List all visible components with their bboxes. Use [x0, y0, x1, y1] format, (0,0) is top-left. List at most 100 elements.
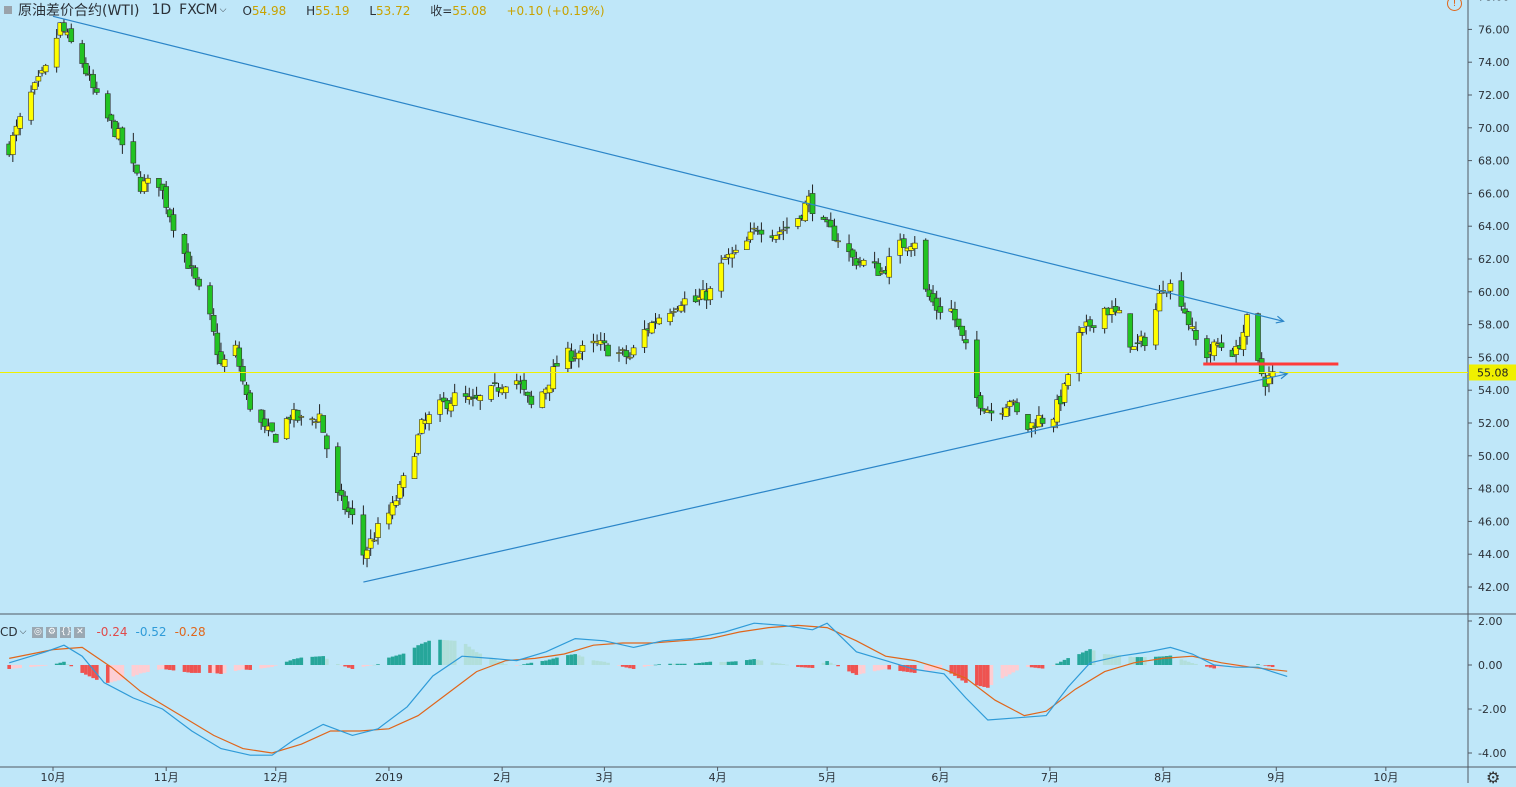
bull-candle[interactable]	[733, 249, 739, 253]
bear-candle[interactable]	[1112, 306, 1119, 313]
bull-candle[interactable]	[1050, 418, 1057, 428]
bear-candle[interactable]	[1185, 311, 1192, 326]
bull-candle[interactable]	[386, 512, 392, 525]
bear-candle[interactable]	[922, 239, 929, 290]
dropdown-chevron-icon[interactable]: ⌵	[219, 5, 227, 15]
bull-candle[interactable]	[419, 419, 425, 434]
bear-candle[interactable]	[827, 219, 834, 228]
bear-candle[interactable]	[218, 351, 224, 364]
bear-candle[interactable]	[130, 141, 137, 164]
bull-candle[interactable]	[42, 65, 49, 73]
macd-name[interactable]: CD	[0, 625, 18, 639]
bear-candle[interactable]	[846, 243, 852, 253]
bear-candle[interactable]	[1090, 325, 1097, 328]
exchange-label[interactable]: FXCM	[179, 2, 218, 18]
close-icon[interactable]: ✕	[74, 626, 86, 638]
bull-candle[interactable]	[400, 475, 407, 488]
bull-candle[interactable]	[911, 242, 918, 249]
bear-candle[interactable]	[1204, 338, 1210, 359]
bull-candle[interactable]	[1076, 332, 1082, 374]
bull-candle[interactable]	[10, 135, 16, 155]
bear-candle[interactable]	[1142, 336, 1148, 347]
bear-candle[interactable]	[963, 339, 969, 344]
bear-candle[interactable]	[1258, 358, 1265, 375]
bull-candle[interactable]	[1240, 332, 1247, 350]
bull-candle[interactable]	[707, 288, 714, 301]
bull-candle[interactable]	[1152, 309, 1159, 346]
bull-candle[interactable]	[835, 240, 841, 243]
bear-candle[interactable]	[360, 514, 367, 556]
bear-candle[interactable]	[568, 350, 575, 362]
bull-candle[interactable]	[1061, 383, 1068, 403]
bear-candle[interactable]	[342, 495, 348, 511]
bear-candle[interactable]	[90, 74, 96, 89]
bear-candle[interactable]	[192, 267, 199, 279]
bull-candle[interactable]	[364, 549, 370, 559]
bull-candle[interactable]	[28, 91, 34, 121]
bear-candle[interactable]	[258, 409, 264, 423]
symbol-name[interactable]: 原油差价合约(WTI)	[18, 3, 140, 19]
bull-candle[interactable]	[371, 539, 378, 542]
bear-candle[interactable]	[181, 234, 188, 254]
bear-candle[interactable]	[1193, 330, 1199, 340]
bull-candle[interactable]	[860, 260, 867, 266]
bear-candle[interactable]	[134, 164, 140, 174]
bear-candle[interactable]	[214, 332, 221, 356]
bull-candle[interactable]	[773, 235, 779, 240]
bear-candle[interactable]	[163, 186, 169, 208]
bull-candle[interactable]	[389, 502, 396, 516]
bull-candle[interactable]	[649, 322, 655, 334]
bull-candle[interactable]	[397, 484, 403, 499]
bear-candle[interactable]	[1025, 414, 1031, 430]
bull-candle[interactable]	[448, 403, 454, 412]
bear-candle[interactable]	[1182, 308, 1188, 314]
bull-candle[interactable]	[141, 180, 148, 192]
bull-candle[interactable]	[795, 218, 801, 227]
alert-icon[interactable]: !	[1447, 0, 1462, 11]
bear-candle[interactable]	[758, 229, 765, 235]
bull-candle[interactable]	[776, 231, 783, 235]
bear-candle[interactable]	[1127, 313, 1134, 348]
bear-candle[interactable]	[492, 382, 498, 384]
bull-candle[interactable]	[309, 418, 316, 421]
bear-candle[interactable]	[156, 178, 162, 188]
bull-candle[interactable]	[53, 37, 60, 68]
bear-candle[interactable]	[236, 347, 243, 367]
bear-candle[interactable]	[1178, 280, 1185, 307]
bull-candle[interactable]	[17, 116, 23, 129]
bull-candle[interactable]	[375, 523, 381, 538]
bear-candle[interactable]	[247, 392, 253, 410]
bull-candle[interactable]	[747, 231, 754, 241]
bull-candle[interactable]	[656, 317, 662, 325]
bull-candle[interactable]	[298, 416, 305, 418]
bear-candle[interactable]	[955, 318, 962, 327]
bear-candle[interactable]	[952, 309, 958, 321]
bull-candle[interactable]	[451, 392, 458, 406]
bull-candle[interactable]	[367, 538, 374, 549]
bull-candle[interactable]	[426, 414, 432, 424]
bear-candle[interactable]	[272, 434, 279, 443]
bear-candle[interactable]	[605, 344, 611, 357]
bear-candle[interactable]	[83, 63, 89, 75]
bear-candle[interactable]	[119, 127, 126, 146]
bull-candle[interactable]	[780, 229, 787, 232]
bear-candle[interactable]	[196, 278, 202, 287]
bear-candle[interactable]	[1218, 342, 1225, 348]
bull-candle[interactable]	[1054, 399, 1060, 423]
settings-icon[interactable]: ⚙	[46, 626, 58, 638]
bear-candle[interactable]	[959, 325, 966, 336]
bear-candle[interactable]	[269, 422, 275, 432]
bull-candle[interactable]	[616, 352, 622, 354]
bull-candle[interactable]	[1079, 327, 1086, 333]
source-icon[interactable]: {}	[60, 626, 72, 638]
bear-candle[interactable]	[933, 297, 940, 311]
bear-candle[interactable]	[104, 93, 111, 119]
bear-candle[interactable]	[320, 415, 327, 433]
bull-candle[interactable]	[670, 311, 677, 313]
bull-candle[interactable]	[393, 500, 400, 506]
bull-candle[interactable]	[477, 395, 484, 401]
bull-candle[interactable]	[13, 125, 20, 136]
bull-candle[interactable]	[1028, 422, 1035, 429]
bear-candle[interactable]	[210, 315, 217, 332]
